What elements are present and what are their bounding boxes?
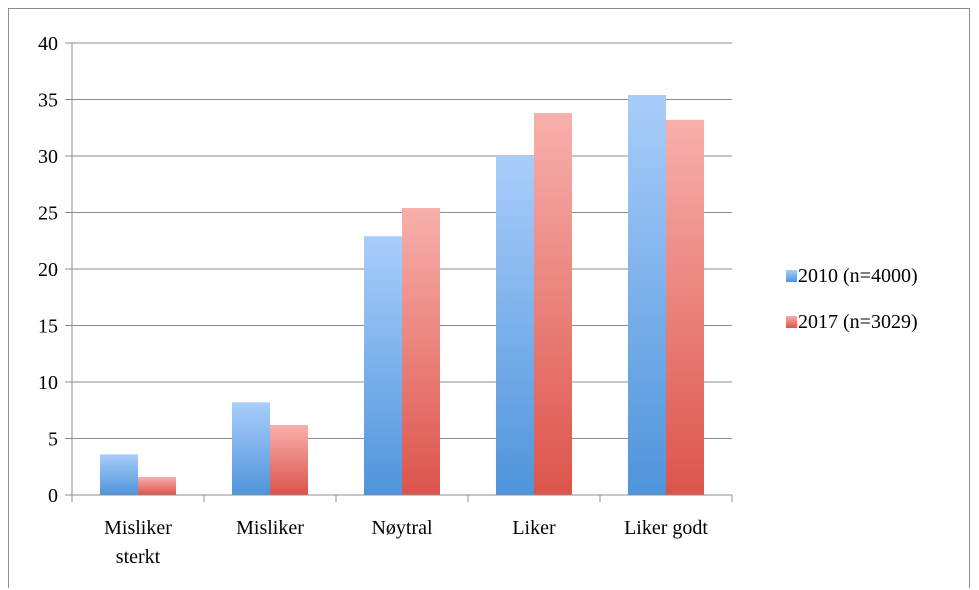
x-tick-label-0-line1: sterkt [116, 546, 161, 568]
bar-series0-cat0 [100, 454, 138, 495]
legend-label-0: 2010 (n=4000) [798, 265, 918, 287]
x-tick-label-2-line0: Nøytral [371, 517, 433, 539]
x-tick-label-0-line0: Misliker [104, 517, 172, 539]
y-tick-label-10: 10 [38, 372, 58, 394]
axes [65, 42, 733, 502]
legend-swatch-1 [786, 316, 797, 328]
tick-labels: 0 5 10 15 20 25 30 35 40 Misliker sterkt Misliker Nø… [38, 33, 708, 568]
bar-series1-cat2 [402, 207, 440, 496]
chart-frame [8, 8, 970, 588]
x-tick-label-3-line0: Liker [512, 517, 556, 539]
bar-series0-cat3 [496, 156, 534, 495]
legend-swatch-0 [786, 270, 797, 282]
bar-series0-cat4 [628, 94, 666, 495]
legend-label-1: 2017 (n=3029) [798, 311, 918, 333]
y-tick-label-5: 5 [48, 429, 58, 451]
bar-series1-cat0 [138, 476, 176, 495]
y-tick-label-15: 15 [38, 316, 58, 338]
x-tick-label-4-line0: Liker godt [624, 517, 708, 539]
y-tick-label-35: 35 [38, 90, 58, 112]
bar-series1-cat4 [666, 119, 704, 495]
bar-series0-cat1 [232, 402, 270, 495]
y-tick-label-40: 40 [38, 33, 58, 55]
bar-series1-cat3 [534, 113, 572, 495]
bar-series0-cat2 [364, 236, 402, 496]
y-tick-label-20: 20 [38, 259, 58, 281]
legend: 2010 (n=4000) 2017 (n=3029) [786, 265, 918, 333]
x-tick-label-1-line0: Misliker [236, 517, 304, 539]
bars [100, 94, 704, 496]
bar-series1-cat1 [270, 424, 308, 495]
y-tick-label-0: 0 [48, 485, 58, 507]
y-tick-label-25: 25 [38, 203, 58, 225]
y-tick-label-30: 30 [38, 146, 58, 168]
